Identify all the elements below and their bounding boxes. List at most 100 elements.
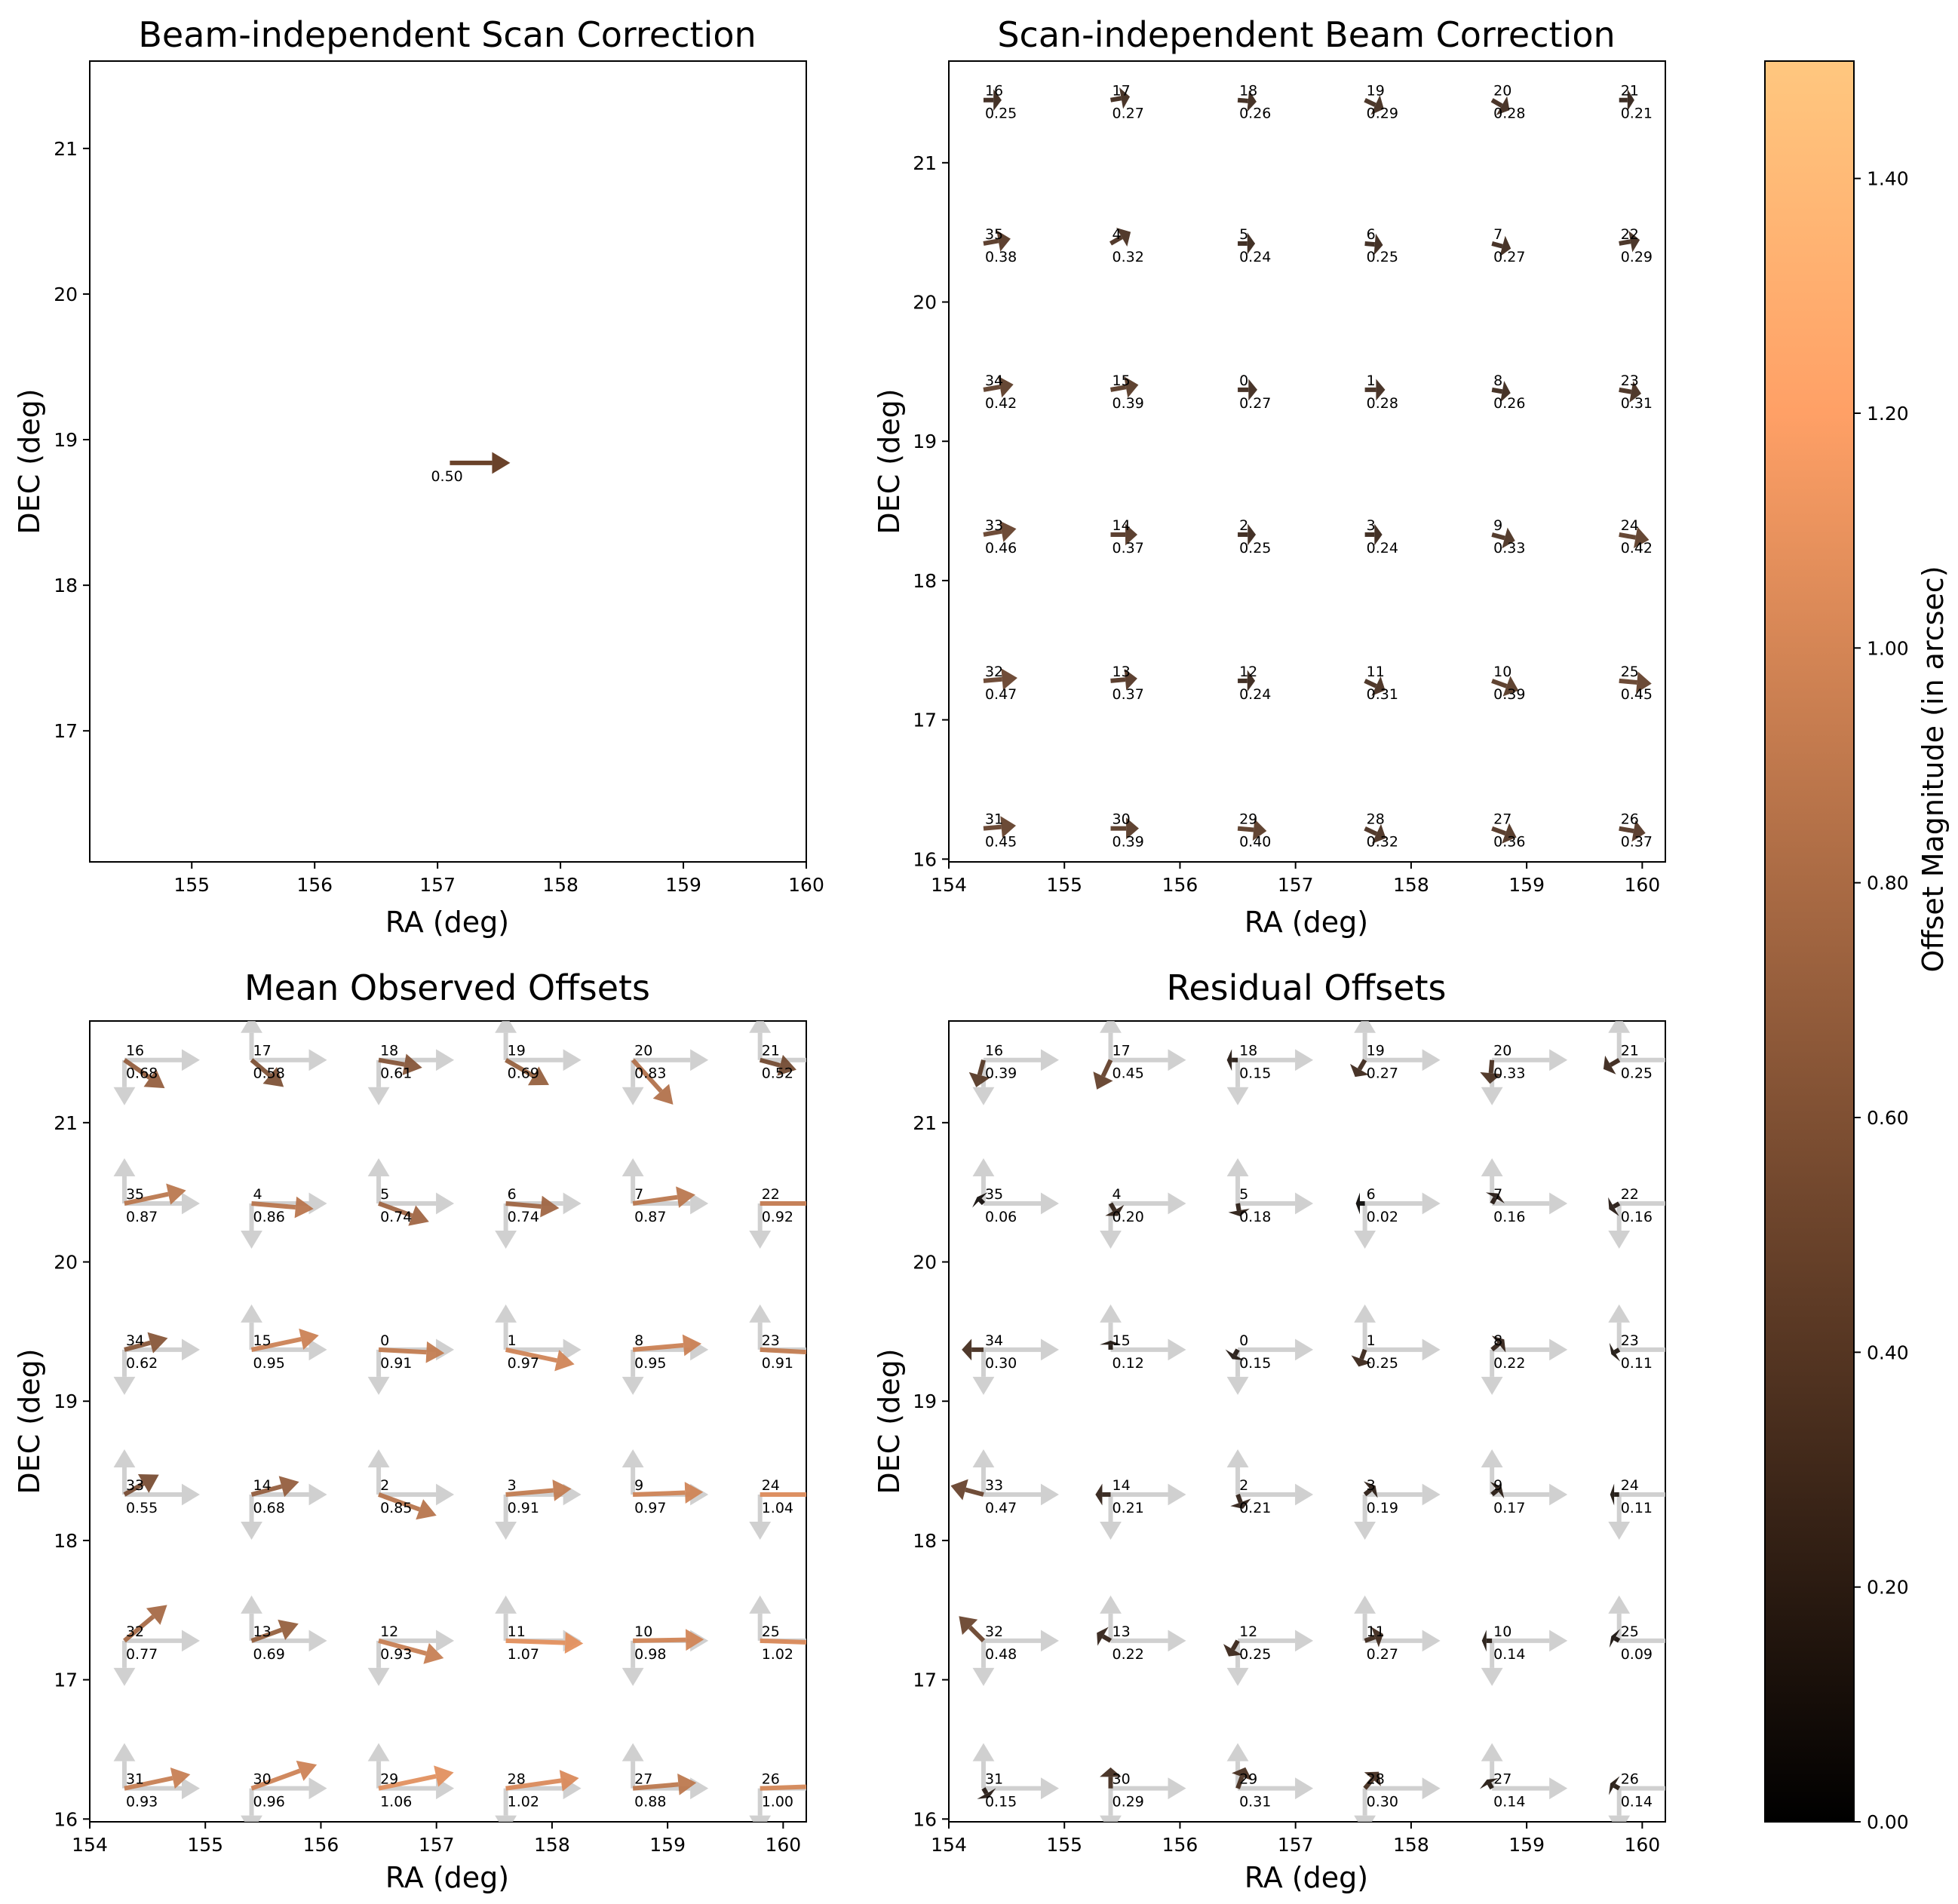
offset-arrow-head: [1230, 1498, 1251, 1509]
panel-title: Scan-independent Beam Correction: [997, 14, 1615, 55]
offset-arrow: [250, 1619, 299, 1643]
offset-arrow-shaft: [1364, 1635, 1376, 1643]
offset-value-label: 0.11: [1621, 1500, 1653, 1516]
offset-arrow-head: [1124, 668, 1137, 691]
offset-arrow: [1364, 823, 1386, 844]
x-tick-label: 154: [931, 874, 967, 896]
offset-arrow-head: [1479, 1778, 1499, 1789]
offset-value-label: 0.28: [1367, 395, 1398, 412]
beam-number-label: 10: [634, 1623, 652, 1640]
offset-value-label: 0.85: [380, 1500, 412, 1516]
offset-arrow-head: [1376, 379, 1386, 401]
y-tick-label: 17: [913, 1669, 937, 1691]
reference-arrow-ra-head: [308, 1483, 327, 1506]
reference-arrow-dec: [113, 1349, 136, 1395]
beam-number-label: 2: [380, 1477, 389, 1494]
offset-value-label: 0.37: [1112, 540, 1144, 556]
offset-arrow-head: [294, 1196, 314, 1219]
beam-number-label: 17: [253, 1043, 272, 1059]
reference-arrow-dec-head: [1354, 1815, 1376, 1822]
reference-arrow-dec-head: [113, 1743, 136, 1761]
reference-arrow-dec: [367, 1349, 390, 1395]
reference-arrow-dec-head: [621, 1667, 644, 1686]
beam-number-label: 33: [126, 1477, 144, 1494]
offset-arrow-shaft: [760, 1784, 806, 1791]
reference-arrow-dec: [1100, 1595, 1122, 1641]
offset-value-label: 0.45: [985, 834, 1017, 851]
offset-arrow-head: [1226, 1049, 1232, 1072]
y-axis-label: DEC (deg): [13, 1348, 46, 1494]
reference-arrow-dec-head: [113, 1667, 136, 1686]
beam-number-label: 27: [634, 1771, 652, 1788]
colorbar-tick-label: 0.60: [1867, 1107, 1909, 1129]
offset-value-label: 0.45: [1621, 686, 1653, 703]
beam-number-label: 23: [1621, 1332, 1639, 1349]
reference-arrow-dec: [621, 1157, 644, 1203]
reference-arrow-ra-head: [308, 1777, 327, 1800]
offset-arrow-shaft: [1619, 826, 1634, 834]
offset-value-label: 0.55: [126, 1500, 158, 1516]
reference-arrow-ra-head: [181, 1483, 200, 1506]
reference-arrow-dec-head: [495, 1595, 517, 1614]
offset-arrow: [1351, 1348, 1372, 1367]
reference-arrow-dec: [1608, 1021, 1631, 1060]
y-tick-label: 18: [913, 570, 937, 592]
offset-arrow-head: [1373, 233, 1383, 256]
reference-arrow-dec-head: [1354, 1304, 1376, 1323]
offset-arrow-head: [682, 1334, 702, 1357]
colorbar-gradient: [1764, 60, 1855, 1823]
offset-value-label: 0.06: [985, 1209, 1017, 1225]
beam-number-label: 17: [1112, 1043, 1131, 1059]
x-tick-label: 160: [1624, 1834, 1660, 1856]
offset-arrow-shaft: [1619, 239, 1631, 246]
reference-arrow-dec-head: [972, 1087, 995, 1105]
offset-value-label: 1.04: [762, 1500, 793, 1516]
y-tick-label: 21: [54, 138, 78, 160]
beam-number-label: 12: [1239, 664, 1257, 680]
reference-arrow-dec-head: [621, 1449, 644, 1467]
offset-arrow: [378, 1638, 444, 1664]
offset-arrow-shaft: [633, 1637, 686, 1643]
offset-value-label: 0.69: [508, 1065, 539, 1082]
reference-arrow-ra-head: [818, 1193, 836, 1215]
reference-arrow-dec-head: [1481, 1157, 1503, 1176]
reference-arrow-ra: [1110, 1630, 1186, 1652]
offset-arrow-head: [278, 1476, 299, 1498]
reference-arrow-dec: [241, 1788, 262, 1822]
offset-value-label: 0.92: [762, 1209, 793, 1225]
beam-number-label: 21: [1621, 83, 1639, 100]
offset-arrow-head: [1351, 1355, 1372, 1367]
offset-value-label: 0.33: [1493, 540, 1525, 556]
reference-arrow-dec: [1100, 1021, 1122, 1060]
reference-arrow-ra-head: [181, 1630, 200, 1652]
offset-arrow-head: [1628, 231, 1640, 253]
reference-arrow-ra: [1110, 1049, 1186, 1072]
offset-arrow-shaft: [378, 1057, 405, 1067]
offset-arrow-shaft: [633, 1490, 686, 1497]
offset-arrow-shaft: [1488, 1059, 1495, 1074]
beam-number-label: 18: [1239, 1043, 1257, 1059]
offset-arrow-head: [262, 1067, 284, 1087]
offset-arrow-shaft: [983, 238, 999, 246]
reference-arrow-ra-head: [1677, 1193, 1695, 1215]
offset-arrow-shaft: [983, 385, 1001, 392]
reference-arrow-ra: [1364, 1777, 1441, 1800]
beam-number-label: 1: [508, 1332, 517, 1349]
offset-value-label: 0.29: [1112, 1794, 1144, 1810]
offset-value-label: 0.38: [985, 249, 1017, 265]
reference-arrow-dec-head: [1100, 1230, 1122, 1249]
beam-number-label: 32: [126, 1623, 144, 1640]
beam-number-label: 24: [762, 1477, 780, 1494]
reference-arrow-ra-head: [818, 1049, 836, 1071]
panel-title: Residual Offsets: [1166, 967, 1446, 1008]
offset-arrow-head: [299, 1328, 319, 1350]
offset-arrow-head: [408, 1205, 429, 1226]
reference-arrow-dec: [1608, 1788, 1631, 1822]
beam-number-label: 25: [762, 1623, 780, 1640]
offset-arrow-shaft: [1490, 1488, 1499, 1497]
offset-value-label: 0.16: [1493, 1209, 1525, 1225]
reference-arrow-dec-head: [1608, 1021, 1631, 1033]
offset-value-label: 0.93: [126, 1794, 158, 1810]
offset-arrow-shaft: [123, 1614, 155, 1643]
reference-arrow-dec-head: [241, 1595, 262, 1614]
